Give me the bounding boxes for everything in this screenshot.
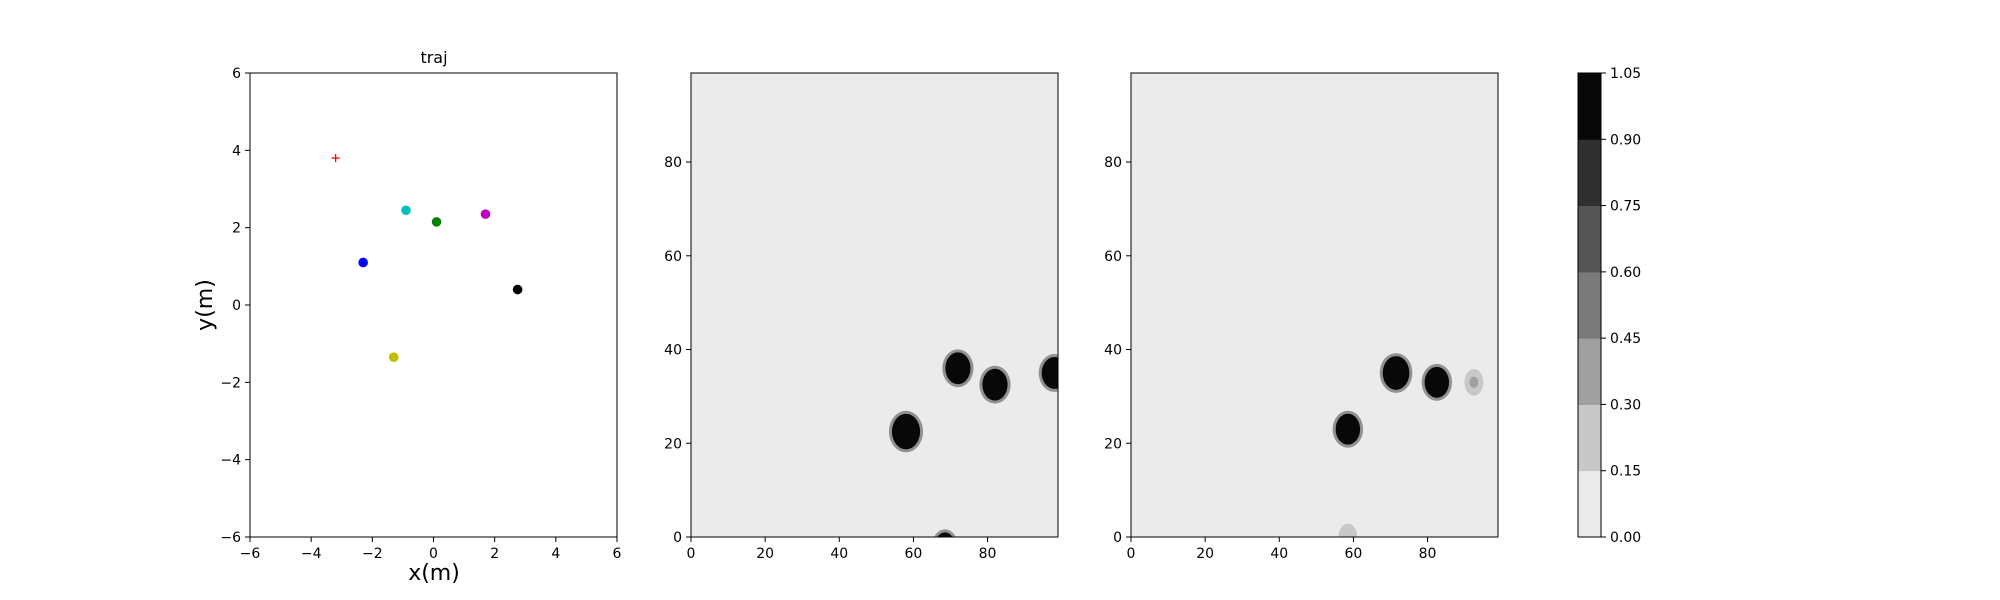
map-a-frame: [690, 72, 1059, 538]
agent-point: [388, 352, 399, 363]
map-a-x-tick-label: 20: [756, 546, 774, 562]
map-b-obstacle-blob: [1421, 363, 1453, 401]
traj-y-tick-label: 6: [232, 66, 241, 82]
colorbar-tick-label: 0.45: [1610, 331, 1641, 347]
map-b-x-tick-label: 0: [1127, 546, 1136, 562]
map-a-blobs: [888, 349, 1058, 537]
traj-y-tick-label: 2: [232, 221, 241, 237]
colorbar-band: [1578, 470, 1601, 538]
traj-x-tick-label: −2: [362, 546, 383, 562]
agent-point: [512, 284, 523, 295]
map-a-plot-area: [691, 73, 1058, 537]
map-a-x-tick-label: 40: [830, 546, 848, 562]
traj-y-tick-label: −2: [220, 375, 241, 391]
colorbar-band: [1578, 404, 1601, 472]
traj-plot-area: [249, 72, 618, 538]
map-a-y-tick-label: 40: [664, 343, 682, 359]
traj-y-tick-label: −6: [220, 530, 241, 546]
map-b-y-tick-label: 0: [1113, 530, 1122, 546]
colorbar-tick-label: 0.75: [1610, 199, 1641, 215]
colorbar-band: [1578, 73, 1601, 140]
map-b-x-tick-label: 80: [1419, 546, 1437, 562]
traj-x-tick-label: 6: [613, 546, 622, 562]
traj-title: traj: [420, 48, 447, 67]
map-a-obstacle-blob: [942, 349, 974, 388]
agent-point: [431, 217, 442, 227]
map-b-y-tick-label: 20: [1104, 436, 1122, 452]
colorbar-tick-label: 0.15: [1610, 464, 1641, 480]
traj-x-tick-label: 0: [429, 546, 438, 562]
traj-y-tick-label: 0: [232, 298, 241, 314]
map-b-obstacle-blob: [1338, 523, 1358, 537]
map-b-panel: 0 20 40 60 80 0 20 40 60 80: [1104, 72, 1499, 562]
map-a-y-tick-label: 0: [673, 530, 682, 546]
map-b-obstacle-blob: [1332, 410, 1364, 448]
map-a-x-tick-label: 80: [979, 546, 997, 562]
map-a-y-tick-label: 60: [664, 249, 682, 265]
traj-y-axis-label: y(m): [193, 279, 218, 331]
traj-x-tick-label: −4: [301, 546, 322, 562]
colorbar-tick-label: 0.00: [1610, 530, 1641, 546]
traj-points: [331, 154, 523, 363]
colorbar-frame: [1577, 72, 1602, 538]
map-b-x-tick-label: 40: [1270, 546, 1288, 562]
map-b-obstacle-blob: [1379, 353, 1413, 393]
map-b-ticks: 0 20 40 60 80 0 20 40 60 80: [1104, 155, 1436, 562]
traj-y-tick-label: 4: [232, 143, 241, 159]
map-b-x-tick-label: 60: [1345, 546, 1363, 562]
map-a-obstacle-blob: [979, 365, 1011, 404]
colorbar-bands: [1578, 73, 1601, 538]
traj-x-tick-label: 4: [551, 546, 560, 562]
agent-point: [401, 205, 411, 216]
colorbar: 0.00 0.15 0.30 0.45 0.60 0.75 0.90 1.05: [1577, 66, 1641, 546]
traj-x-tick-label: −6: [240, 546, 261, 562]
map-a-x-tick-label: 60: [905, 546, 923, 562]
map-b-plot-area: [1131, 73, 1498, 537]
agent-point: [358, 257, 368, 268]
map-a-obstacle-blob: [934, 529, 956, 537]
map-b-y-tick-label: 40: [1104, 343, 1122, 359]
colorbar-tick-label: 0.30: [1610, 397, 1641, 413]
map-b-y-tick-label: 80: [1104, 155, 1122, 171]
map-b-blobs: [1332, 353, 1484, 537]
map-b-obstacle-blob: [1464, 368, 1484, 396]
map-b-frame: [1130, 72, 1499, 538]
colorbar-ticks: 0.00 0.15 0.30 0.45 0.60 0.75 0.90 1.05: [1601, 66, 1641, 546]
traj-x-tick-label: 2: [490, 546, 499, 562]
colorbar-tick-label: 1.05: [1610, 66, 1641, 82]
colorbar-band: [1578, 271, 1601, 339]
colorbar-tick-label: 0.60: [1610, 265, 1641, 281]
map-b-x-tick-label: 20: [1196, 546, 1214, 562]
map-a-obstacle-blob: [888, 410, 924, 453]
goal-marker: [331, 154, 340, 163]
traj-y-tick-label: −4: [220, 453, 241, 469]
colorbar-band: [1578, 139, 1601, 207]
map-a-obstacle-blob: [1038, 354, 1058, 392]
traj-ticks: −6 −4 −2 0 2 4 6 −6 −4 −2 0 2 4 6: [220, 66, 621, 562]
map-a-y-tick-label: 80: [664, 155, 682, 171]
agent-point: [480, 209, 491, 219]
map-a-x-tick-label: 0: [687, 546, 696, 562]
map-a-ticks: 0 20 40 60 80 0 20 40 60 80: [664, 155, 996, 562]
traj-x-axis-label: x(m): [408, 561, 460, 586]
colorbar-band: [1578, 338, 1601, 405]
colorbar-tick-label: 0.90: [1610, 132, 1641, 148]
map-a-panel: 0 20 40 60 80 0 20 40 60 80: [664, 72, 1059, 562]
map-b-y-tick-label: 60: [1104, 249, 1122, 265]
colorbar-band: [1578, 205, 1601, 273]
map-a-y-tick-label: 20: [664, 436, 682, 452]
traj-panel: traj −6 −4 −2 0 2 4 6 −6 −4 −2 0 2 4 6 x(m) y(m): [193, 48, 622, 586]
